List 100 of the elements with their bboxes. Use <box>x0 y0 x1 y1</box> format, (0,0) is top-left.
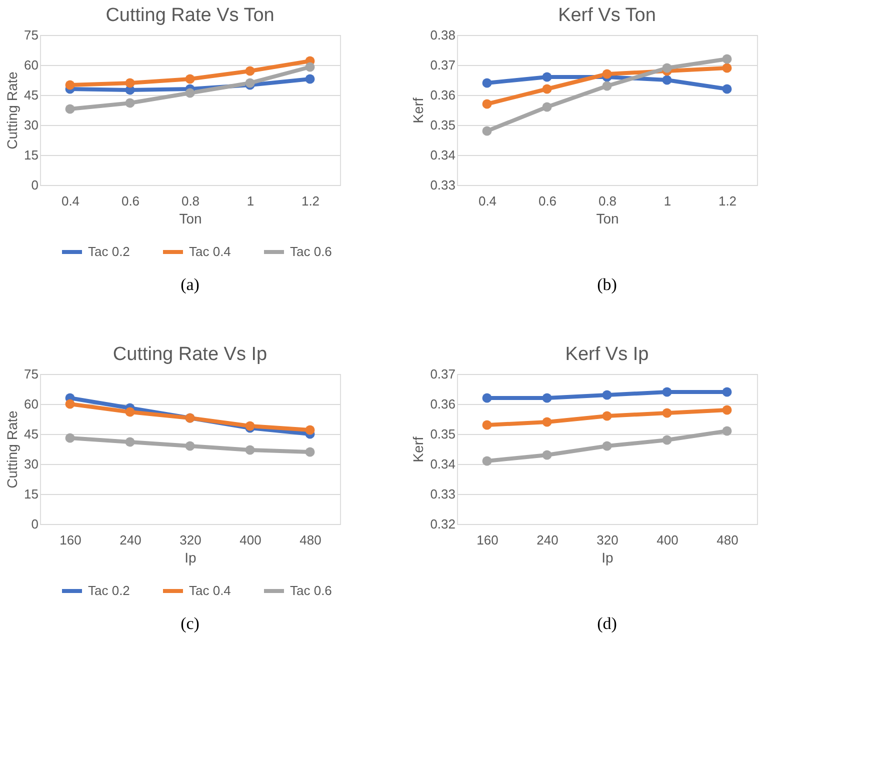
point <box>542 417 552 427</box>
y-tick-label: 0.37 <box>430 366 456 382</box>
point <box>65 104 75 114</box>
point <box>245 445 255 455</box>
y-tick-label: 0.36 <box>430 88 456 102</box>
point <box>185 441 195 451</box>
point <box>125 98 135 108</box>
legend-label: Tac 0.4 <box>189 583 231 598</box>
x-axis-title: Ton <box>596 210 619 226</box>
y-tick-label: 30 <box>24 118 38 132</box>
point <box>305 447 315 457</box>
point <box>125 78 135 88</box>
y-tick-label: 0.38 <box>430 28 456 42</box>
point <box>482 420 492 430</box>
point <box>65 399 75 409</box>
point <box>65 80 75 90</box>
point <box>542 450 552 460</box>
x-tick-label: 1.2 <box>301 194 320 208</box>
y-tick-label: 15 <box>24 486 38 502</box>
point <box>722 387 732 397</box>
y-tick-label: 45 <box>24 426 38 442</box>
point <box>305 74 315 84</box>
point <box>482 99 492 109</box>
x-axis-title: Ip <box>184 550 197 566</box>
x-tick-label: 0.8 <box>598 194 617 208</box>
y-axis-title: Kerf <box>410 98 426 124</box>
y-tick-label: 0 <box>31 178 38 192</box>
point <box>662 387 672 397</box>
x-axis-title: Ton <box>179 210 202 226</box>
point <box>722 54 732 64</box>
x-tick-label: 0.8 <box>181 194 200 208</box>
x-tick-label: 0.4 <box>61 194 80 208</box>
point <box>305 425 315 435</box>
point <box>722 84 732 94</box>
chart-title: Kerf Vs Ip <box>565 344 649 365</box>
point <box>542 102 552 112</box>
x-tick-label: 0.4 <box>478 194 497 208</box>
x-axis-title: Ip <box>602 550 614 566</box>
y-tick-label: 15 <box>24 148 38 162</box>
point <box>662 63 672 73</box>
point <box>482 393 492 403</box>
x-tick-label: 1.2 <box>718 194 737 208</box>
y-axis-title: Kerf <box>410 436 426 462</box>
text: (d) <box>597 614 617 633</box>
y-tick-label: 0.37 <box>430 58 456 72</box>
chart-title: Cutting Rate Vs Ip <box>112 344 268 365</box>
x-tick-label: 480 <box>716 532 738 548</box>
x-tick-label: 400 <box>240 532 262 548</box>
x-tick-label: 0.6 <box>538 194 557 208</box>
x-tick-label: 320 <box>596 532 618 548</box>
y-tick-label: 0.34 <box>430 148 456 162</box>
legend-label: Tac 0.4 <box>189 244 231 259</box>
point <box>542 393 552 403</box>
x-tick-label: 400 <box>656 532 678 548</box>
point <box>722 405 732 415</box>
point <box>245 66 255 76</box>
chart-title: Kerf Vs Ton <box>558 5 656 26</box>
y-tick-label: 0.32 <box>430 516 456 532</box>
point <box>482 456 492 466</box>
x-tick-label: 1 <box>246 194 254 208</box>
point <box>482 126 492 136</box>
point <box>542 72 552 82</box>
point <box>602 441 612 451</box>
y-axis-title: Cutting Rate <box>4 71 20 150</box>
point <box>602 390 612 400</box>
point <box>305 62 315 72</box>
chart-title: Cutting Rate Vs Ton <box>106 5 274 26</box>
y-tick-label: 0 <box>31 516 38 532</box>
point <box>602 69 612 79</box>
x-tick-label: 240 <box>536 532 558 548</box>
y-tick-label: 30 <box>24 456 38 472</box>
x-tick-label: 160 <box>476 532 498 548</box>
point <box>185 88 195 98</box>
y-tick-label: 45 <box>24 88 38 102</box>
legend-label: Tac 0.2 <box>88 244 130 259</box>
point <box>722 63 732 73</box>
x-tick-label: 320 <box>180 532 202 548</box>
y-tick-label: 75 <box>24 366 38 382</box>
x-tick-label: 240 <box>120 532 142 548</box>
point <box>542 84 552 94</box>
x-tick-label: 160 <box>60 532 82 548</box>
point <box>185 74 195 84</box>
y-tick-label: 0.33 <box>430 486 456 502</box>
point <box>65 433 75 443</box>
y-tick-label: 0.34 <box>430 456 456 472</box>
y-tick-label: 0.36 <box>430 396 456 412</box>
y-tick-label: 60 <box>24 58 38 72</box>
x-tick-label: 0.6 <box>121 194 140 208</box>
x-tick-label: 480 <box>300 532 322 548</box>
text: (a) <box>180 275 200 294</box>
legend-label: Tac 0.2 <box>88 583 130 598</box>
y-axis-title: Cutting Rate <box>4 410 20 488</box>
x-tick-label: 1 <box>664 194 672 208</box>
y-tick-label: 60 <box>24 396 38 412</box>
point <box>662 75 672 85</box>
y-tick-label: 0.33 <box>430 178 456 192</box>
point <box>662 408 672 418</box>
y-tick-label: 0.35 <box>430 118 456 132</box>
legend-label: Tac 0.6 <box>290 583 332 598</box>
point <box>125 407 135 417</box>
